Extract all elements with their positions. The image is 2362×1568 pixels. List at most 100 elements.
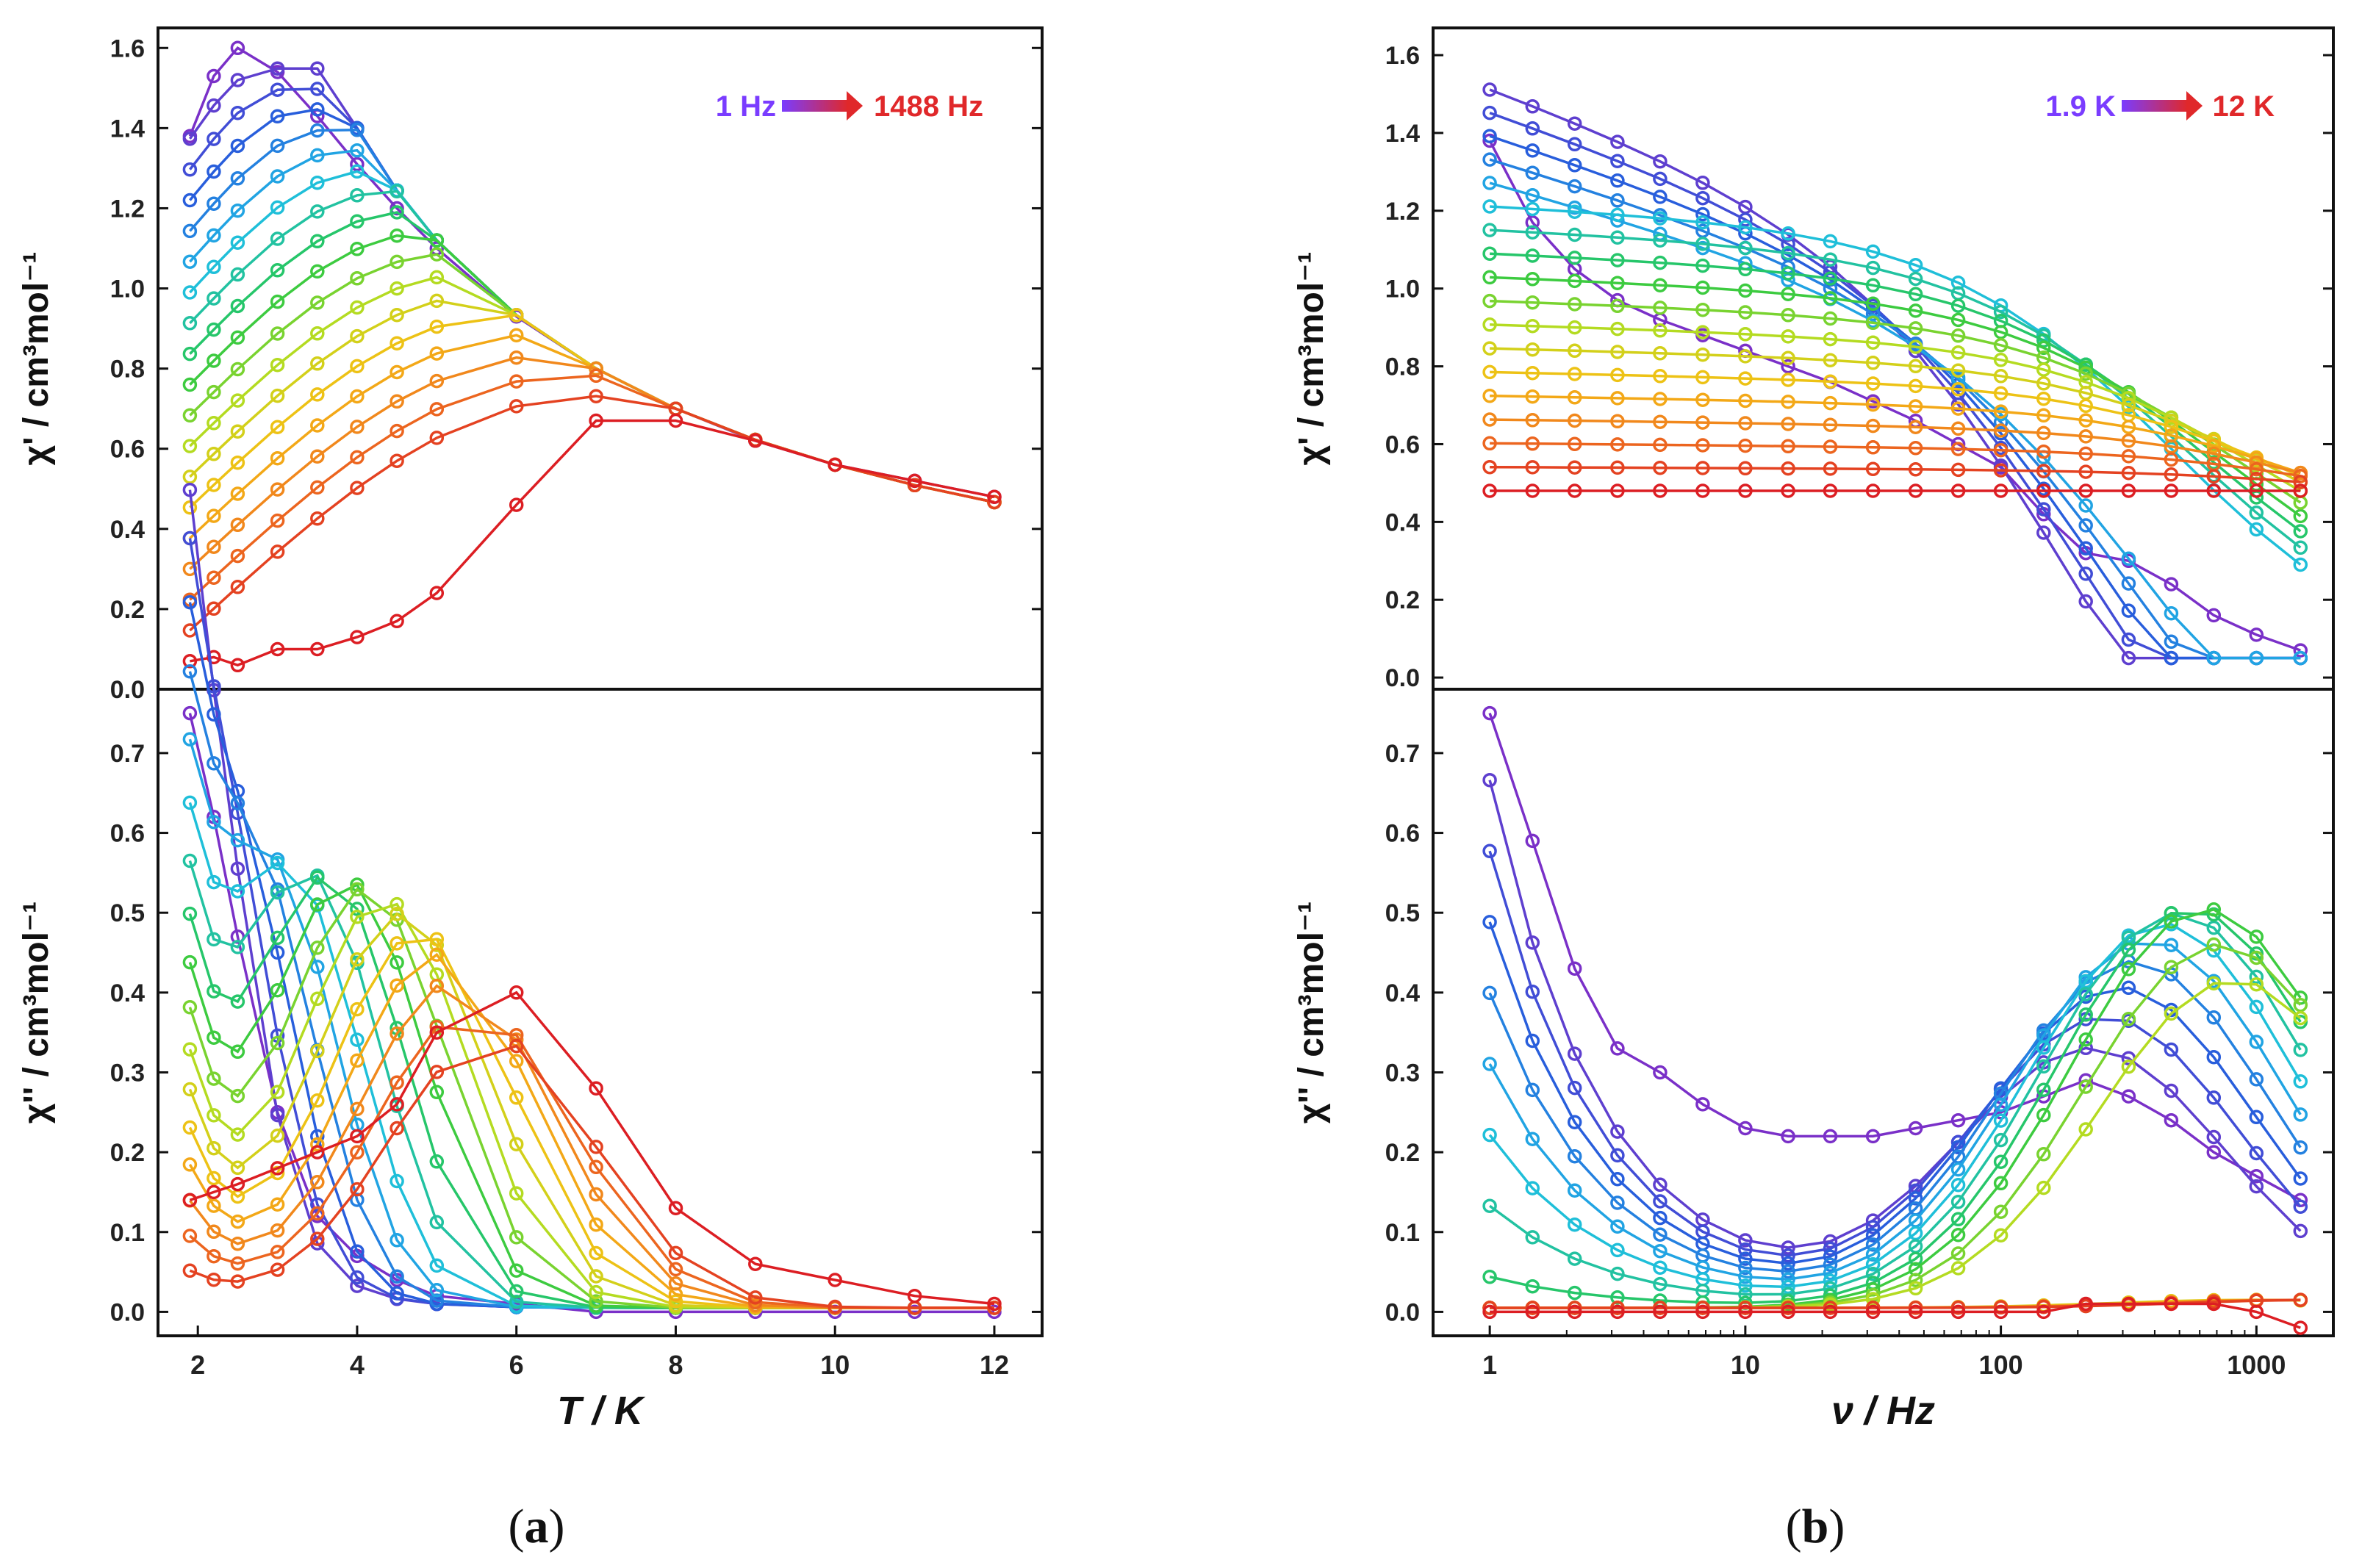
data-point [1738, 461, 1753, 476]
data-point [1908, 339, 1923, 354]
data-point [390, 936, 404, 951]
data-point [1781, 461, 1795, 476]
data-point [2078, 398, 2093, 414]
data-point [2036, 333, 2051, 348]
chart-a: 0.0 0.2 0.4 0.6 0.8 1.0 1.2 1.4 1.6 χ' / cm³mol⁻¹… [17, 26, 1044, 1433]
data-point [1781, 308, 1795, 323]
data-point [1525, 1181, 1540, 1195]
data-point [182, 1157, 198, 1172]
data-point [2206, 483, 2222, 498]
data-point [207, 1224, 221, 1240]
data-point [230, 1088, 245, 1104]
data-point [2206, 1049, 2222, 1065]
data-point [2036, 1107, 2051, 1123]
data-point [390, 228, 404, 243]
data-point [230, 393, 245, 408]
data-point [1482, 246, 1497, 261]
y-tick-label: 1.4 [110, 115, 145, 143]
data-point [1781, 395, 1795, 409]
data-point [1653, 1260, 1668, 1275]
data-point [1610, 345, 1625, 359]
data-point [230, 203, 245, 218]
data-point [1567, 1285, 1582, 1301]
data-point [390, 978, 404, 993]
data-point [2164, 650, 2179, 666]
data-point [2036, 1147, 2051, 1162]
data-point [207, 1030, 221, 1045]
data-point [207, 68, 221, 84]
data-point [1781, 1304, 1795, 1320]
series-a-0-2 [182, 82, 1002, 510]
data-point [1525, 121, 1540, 136]
data-point [350, 1001, 365, 1017]
data-point [1610, 414, 1625, 429]
data-point [509, 1284, 524, 1299]
legend-start-label: 1 Hz [716, 90, 776, 123]
data-point [390, 254, 404, 270]
data-point [509, 399, 524, 414]
data-point [1908, 1273, 1923, 1287]
data-point [182, 1082, 198, 1097]
data-point [1525, 935, 1540, 950]
y-tick-label: 0.2 [1385, 586, 1420, 614]
data-point [1482, 1198, 1497, 1213]
data-point [350, 481, 365, 495]
data-point [1653, 190, 1668, 204]
data-point [668, 1262, 683, 1277]
data-point [2078, 483, 2093, 498]
data-point [390, 1173, 404, 1189]
data-point [1653, 1210, 1668, 1226]
data-point [182, 377, 198, 392]
data-point [310, 175, 325, 190]
series-line [188, 952, 994, 1309]
data-point [509, 328, 524, 342]
data-point [2293, 1140, 2308, 1155]
data-point [1482, 270, 1497, 285]
data-point [207, 353, 221, 368]
data-point [1781, 226, 1795, 241]
data-point [270, 855, 285, 871]
data-point [1823, 1273, 1838, 1289]
data-point [1993, 404, 2009, 419]
data-point [1908, 378, 1923, 394]
data-point [1695, 206, 1710, 222]
data-point [2121, 650, 2136, 666]
data-point [509, 1186, 524, 1201]
data-point [1653, 1243, 1668, 1259]
data-point [390, 896, 404, 912]
data-point [230, 362, 245, 377]
data-point [310, 991, 325, 1007]
data-point [2293, 1292, 2308, 1307]
series-a-1-6 [182, 795, 1002, 1315]
legend-arrow [782, 100, 848, 112]
data-point [1482, 133, 1497, 148]
data-point [1865, 296, 1881, 312]
data-point [1950, 462, 1966, 478]
y-tick-label: 0.5 [110, 899, 145, 927]
data-point [1738, 1233, 1753, 1248]
data-point [310, 82, 325, 96]
series-a-1-18 [182, 985, 1002, 1312]
data-point [1567, 179, 1582, 194]
data-point [1823, 483, 1838, 498]
data-point [2206, 446, 2222, 461]
data-point [390, 364, 404, 380]
data-point [1610, 298, 1625, 314]
data-point [1567, 273, 1582, 289]
data-point [1908, 1251, 1923, 1266]
data-point [2078, 1032, 2093, 1047]
data-point [748, 1290, 763, 1305]
y-tick-label: 1.0 [1385, 276, 1420, 303]
data-point [2293, 997, 2308, 1013]
data-point [1823, 461, 1838, 476]
data-point [390, 281, 404, 296]
data-point [207, 322, 221, 337]
data-point [1695, 483, 1710, 498]
caption-b: (b) [1785, 1500, 1845, 1553]
data-point [668, 1276, 683, 1291]
y-tick-label: 1.6 [1385, 42, 1420, 70]
data-point [207, 508, 221, 523]
data-point [2121, 551, 2136, 567]
data-point [828, 1299, 842, 1315]
data-point [230, 424, 245, 439]
